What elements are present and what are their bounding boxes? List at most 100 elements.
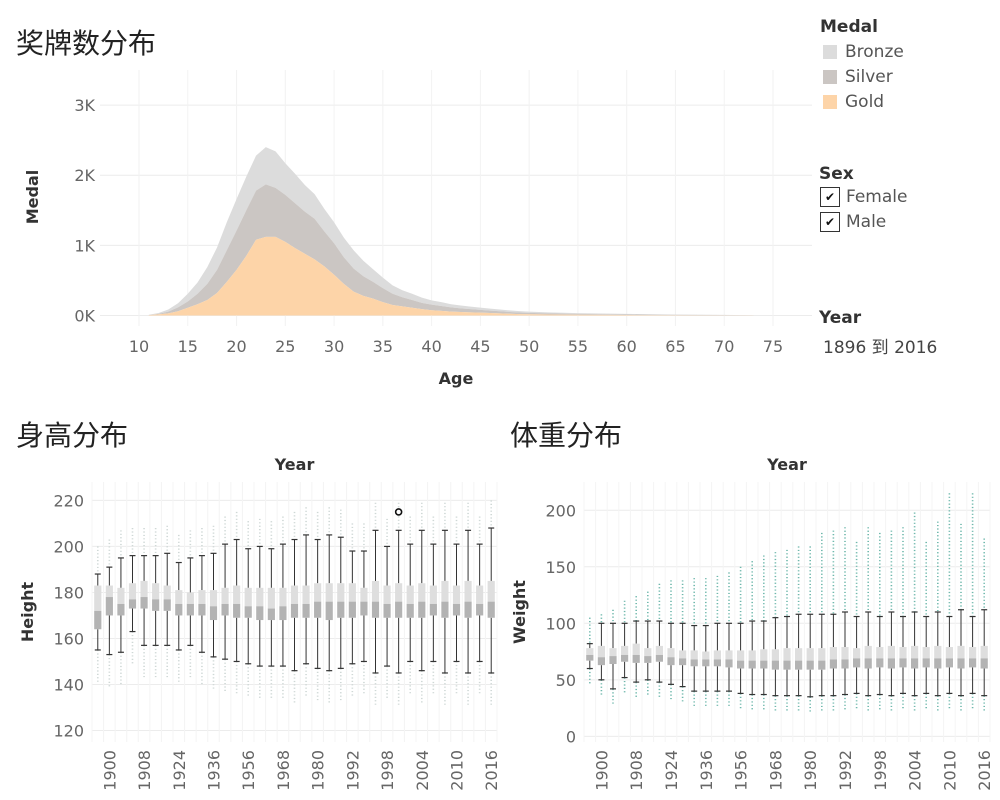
x-tick-label: 45: [470, 337, 490, 356]
box-upper: [945, 647, 953, 659]
box-lower: [864, 658, 872, 669]
x-tick-label: 2016: [975, 750, 994, 791]
area-silver: [148, 184, 754, 316]
box-upper: [957, 645, 965, 659]
box-lower: [980, 658, 988, 669]
x-tick-label: 1936: [697, 750, 716, 791]
box-lower: [609, 656, 617, 664]
y-axis-label: Height: [18, 582, 37, 643]
box-lower: [163, 599, 171, 611]
area-bronze: [148, 147, 754, 316]
box-upper: [934, 645, 942, 659]
y-tick-label: 2K: [74, 166, 95, 185]
box-lower: [418, 601, 426, 618]
box-lower: [140, 597, 148, 609]
box-lower: [337, 601, 345, 618]
box-lower: [621, 654, 629, 662]
y-tick-label: 100: [545, 614, 576, 633]
male-checkbox[interactable]: ✔: [820, 212, 840, 232]
x-axis-label: Age: [439, 369, 474, 388]
box-upper: [429, 585, 437, 604]
box-upper: [348, 583, 356, 602]
legend-label-bronze: Bronze: [845, 42, 904, 62]
box-upper: [302, 585, 310, 604]
box-lower: [969, 658, 977, 668]
x-tick-label: 2010: [940, 750, 959, 791]
box-lower: [702, 659, 710, 667]
box-upper: [360, 587, 368, 602]
box-lower: [783, 660, 791, 670]
x-tick-label: 55: [568, 337, 588, 356]
y-axis-label: Medal: [23, 170, 42, 225]
box-upper: [760, 649, 768, 661]
box-upper: [314, 583, 322, 602]
box-upper: [876, 647, 884, 659]
legend-item-gold[interactable]: Gold: [823, 92, 884, 112]
box-upper: [290, 585, 299, 604]
female-checkbox[interactable]: ✔: [820, 187, 840, 207]
box-upper: [140, 580, 148, 598]
box-lower: [841, 659, 849, 669]
x-tick-label: 1924: [170, 750, 189, 791]
sex-filter-male[interactable]: ✔ Male: [820, 212, 886, 232]
box-upper: [233, 585, 241, 604]
box-lower: [679, 658, 687, 666]
box-lower: [760, 660, 768, 669]
box-upper: [94, 585, 102, 611]
box-lower: [360, 601, 368, 616]
box-upper: [395, 583, 403, 602]
box-lower: [597, 657, 605, 666]
box-upper: [163, 585, 171, 600]
box-lower: [441, 601, 449, 618]
bronze-swatch: [823, 45, 837, 59]
year-range-value[interactable]: 1896 到 2016: [823, 338, 938, 358]
sex-filter-female[interactable]: ✔ Female: [820, 187, 907, 207]
title-weight-distribution: 体重分布: [510, 419, 623, 452]
y-tick-label: 150: [545, 558, 576, 577]
box-lower: [899, 658, 907, 668]
x-tick-label: 1998: [871, 750, 890, 791]
box-lower: [395, 601, 403, 618]
box-lower: [853, 658, 861, 668]
box-lower: [383, 603, 391, 618]
x-tick-label: 65: [665, 337, 685, 356]
box-lower: [922, 658, 930, 668]
box-lower: [233, 603, 241, 618]
x-tick-label: 2016: [482, 750, 501, 791]
y-tick-label: 120: [53, 721, 84, 740]
legend-label-silver: Silver: [845, 67, 893, 87]
box-upper: [267, 587, 275, 609]
box-lower: [406, 603, 414, 618]
box-upper: [911, 645, 919, 659]
x-tick-label: 1980: [309, 750, 328, 791]
box-lower: [667, 657, 675, 666]
box-lower: [887, 658, 895, 669]
box-upper: [725, 650, 733, 660]
sex-label-male: Male: [846, 212, 887, 232]
legend-item-bronze[interactable]: Bronze: [823, 42, 904, 62]
box-upper: [980, 645, 988, 659]
y-tick-label: 140: [53, 675, 84, 694]
box-upper: [864, 645, 872, 659]
box-upper: [406, 585, 414, 604]
y-tick-label: 0K: [74, 306, 95, 325]
x-tick-label: 1998: [378, 750, 397, 791]
box-lower: [244, 606, 252, 618]
y-tick-label: 200: [545, 501, 576, 520]
x-tick-label: 2010: [448, 750, 467, 791]
box-upper: [597, 645, 605, 658]
box-upper: [621, 645, 629, 655]
legend-item-silver[interactable]: Silver: [823, 67, 893, 87]
box-lower: [632, 654, 640, 663]
box-lower: [186, 603, 194, 616]
x-tick-label: 2004: [413, 750, 432, 791]
box-upper: [829, 647, 837, 660]
box-lower: [117, 603, 125, 616]
x-tick-label: 35: [373, 337, 393, 356]
box-lower: [737, 660, 745, 669]
box-lower: [302, 603, 310, 618]
x-tick-label: 1968: [766, 750, 785, 791]
x-tick-label: 1900: [592, 750, 611, 791]
title-medal-distribution: 奖牌数分布: [16, 27, 157, 60]
x-tick-label: 1992: [343, 750, 362, 791]
